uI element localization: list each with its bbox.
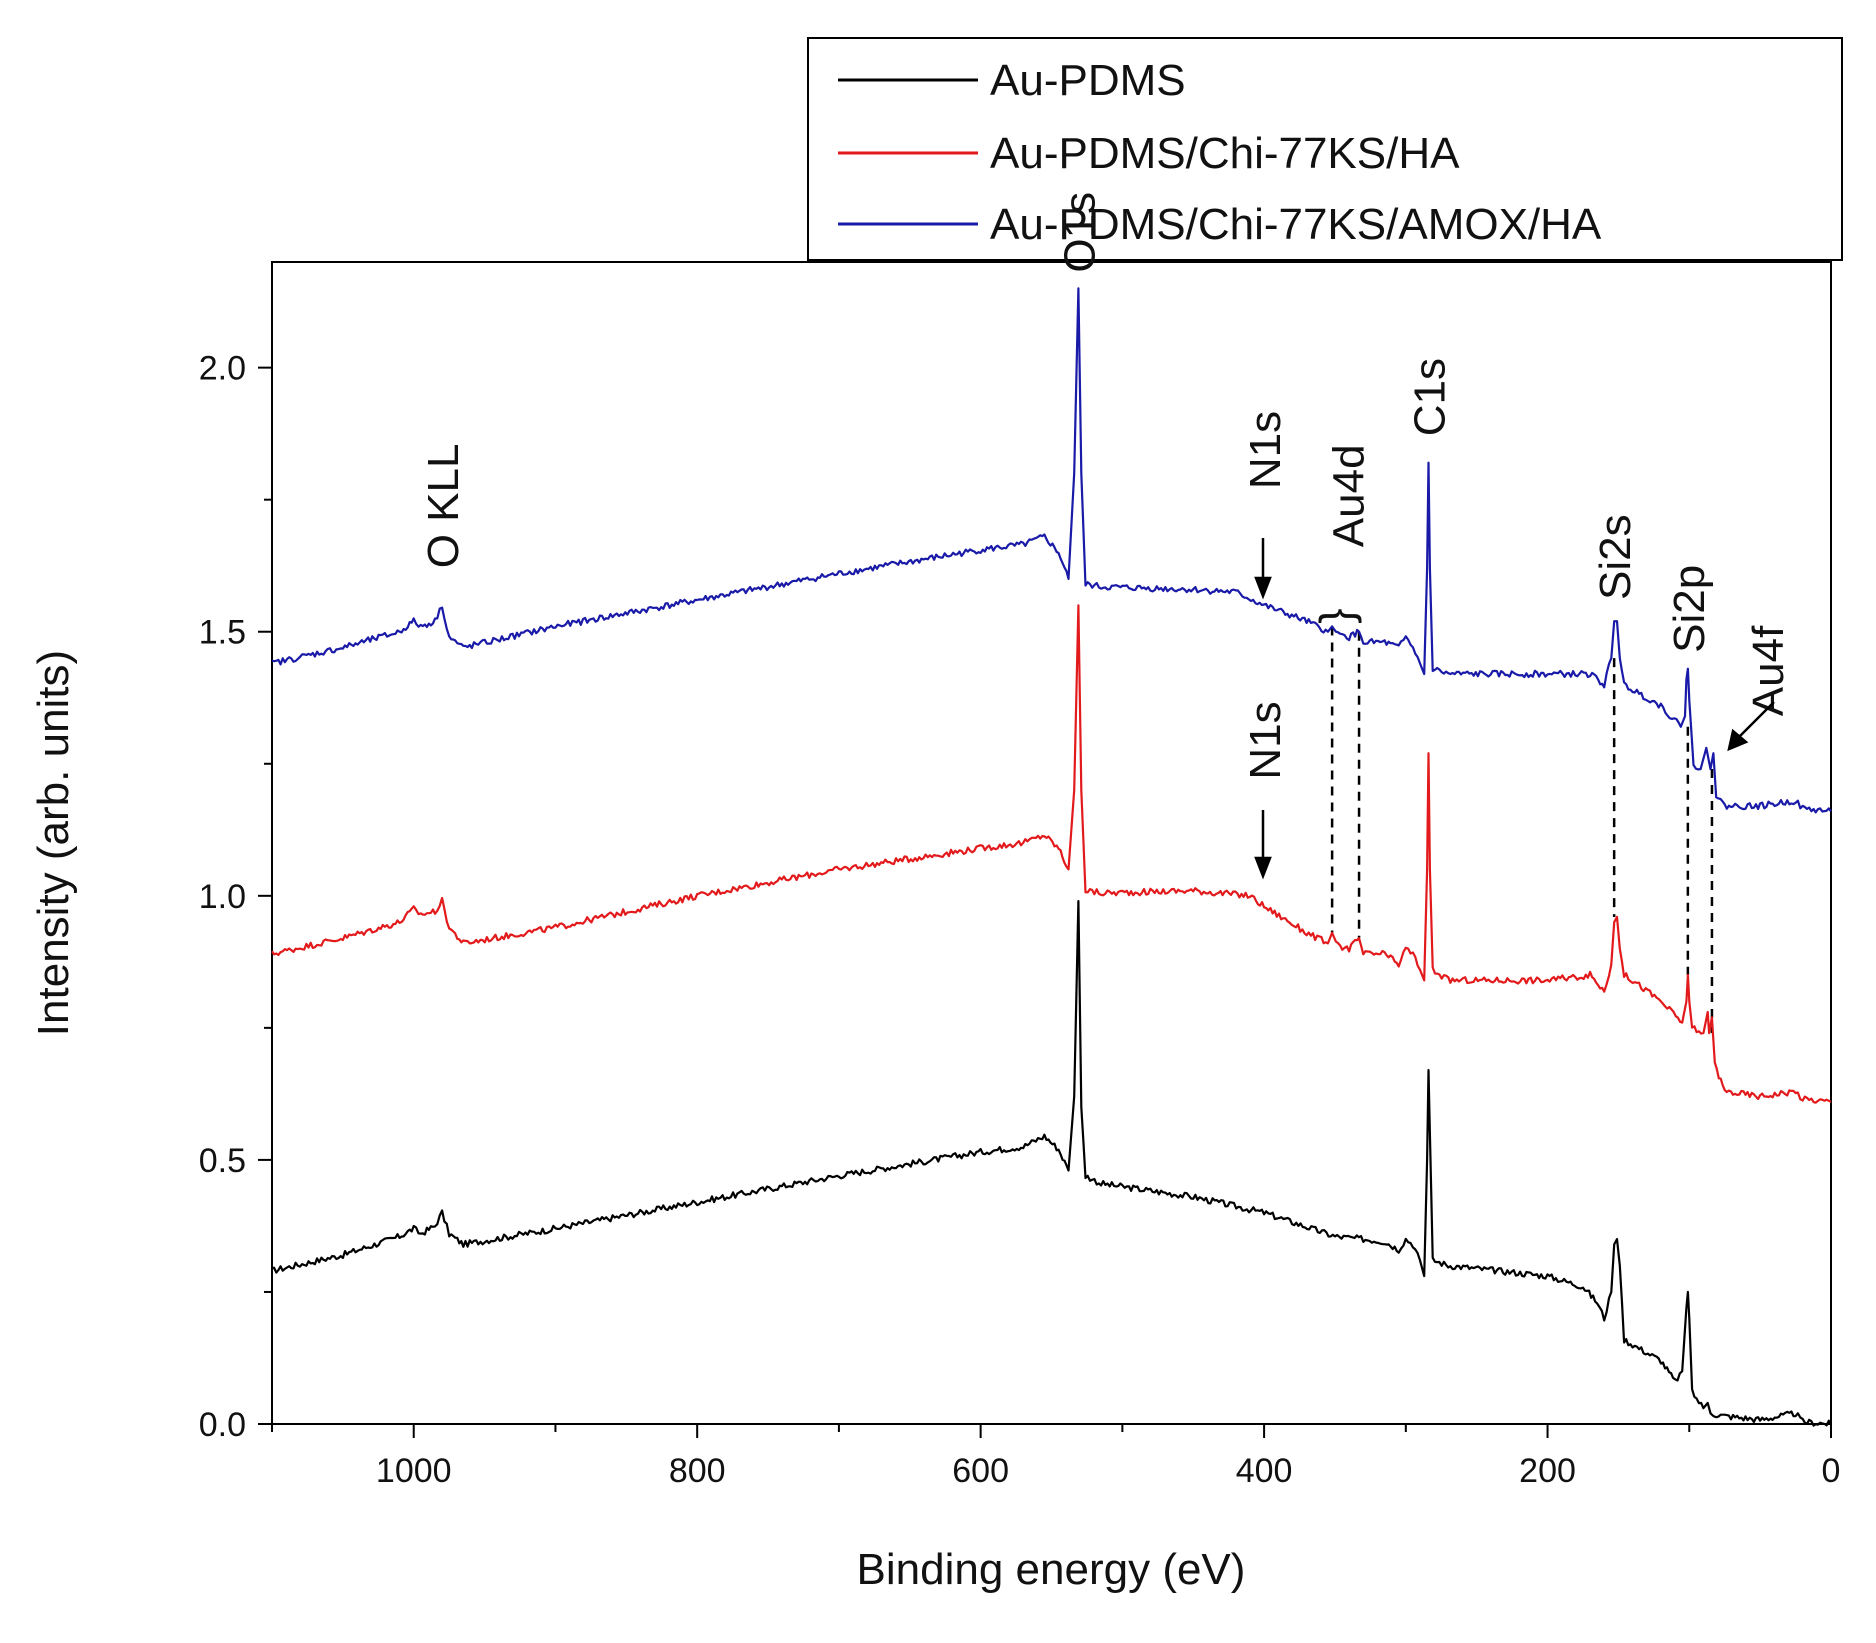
y-axis: 0.0 0.5 1.0 1.5 2.0 [199,350,272,1444]
annotation-n1s-top: N1s [1241,411,1290,489]
annotation-n1s-mid: N1s [1241,701,1290,779]
arrow-n1s-mid-head [1254,856,1272,880]
x-tick-label: 600 [952,1452,1009,1490]
legend-label-au-pdms: Au-PDMS [990,56,1186,105]
legend-label-chi-ha: Au-PDMS/Chi-77KS/HA [990,129,1460,178]
x-tick-label: 1000 [376,1452,452,1490]
arrow-n1s-top-head [1254,576,1272,600]
x-tick-label: 800 [669,1452,726,1490]
y-tick-label: 0.0 [199,1406,246,1444]
au4d-brace: } [1310,608,1362,623]
legend-label-chi-amox-ha: Au-PDMS/Chi-77KS/AMOX/HA [990,200,1602,249]
annotation-au4d: Au4d [1325,444,1374,547]
x-axis: 1000 800 600 400 200 0 [271,1424,1841,1490]
series-line-1 [271,604,1832,1104]
y-tick-label: 1.0 [199,878,246,916]
peak-annotations: O KLL O1s N1s Au4d C1s Si2s Si2p N1s Au4f [419,192,1793,780]
series-layer [271,287,1832,1427]
annotation-si2p: Si2p [1665,565,1714,653]
y-tick-label: 0.5 [199,1142,246,1180]
y-tick-label: 2.0 [199,350,246,388]
annotation-okll: O KLL [419,444,468,569]
annotation-au4f: Au4f [1744,625,1793,716]
legend-box [807,37,1843,261]
x-tick-label: 400 [1236,1452,1293,1490]
legend: Au-PDMS Au-PDMS/Chi-77KS/HA Au-PDMS/Chi-… [807,37,1843,261]
series-line-2 [271,287,1832,814]
series-line-0 [271,899,1832,1427]
annotation-o1s: O1s [1055,192,1104,273]
y-axis-title: Intensity (arb. units) [29,650,78,1036]
annotation-c1s: C1s [1406,358,1455,436]
arrow-au4f-head [1727,728,1749,752]
plot-frame [271,261,1832,1425]
x-axis-title: Binding energy (eV) [857,1545,1246,1594]
annotation-arrows [1254,538,1775,880]
peak-guide-lines [1330,626,1714,1034]
arrow-au4f [1737,701,1775,739]
y-tick-label: 1.5 [199,614,246,652]
x-tick-label: 200 [1519,1452,1576,1490]
x-tick-label: 0 [1822,1452,1841,1490]
annotation-si2s: Si2s [1591,514,1640,600]
